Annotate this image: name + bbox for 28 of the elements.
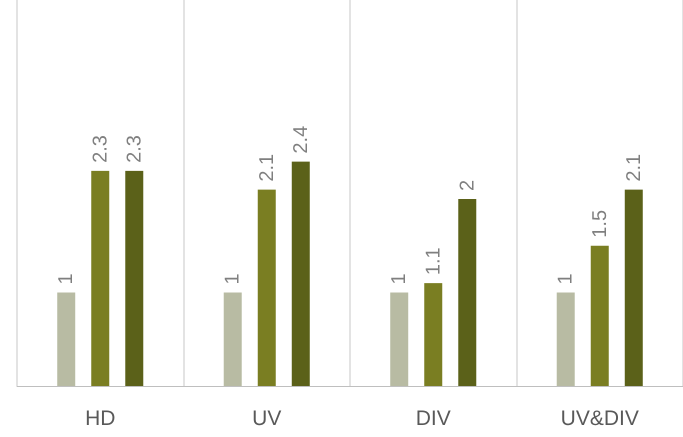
- bar: [590, 246, 609, 386]
- data-label: 1: [55, 273, 78, 284]
- data-label: 2.1: [256, 154, 278, 182]
- data-label: 1.1: [422, 247, 444, 276]
- bar: [424, 283, 442, 386]
- data-label: 2.3: [89, 135, 112, 163]
- bar: [292, 162, 310, 386]
- data-label: 1.5: [588, 210, 611, 238]
- x-tick-label: UV&DIV: [560, 407, 639, 430]
- bar: [458, 198, 476, 386]
- data-label: 2.4: [290, 126, 312, 154]
- bar: [57, 292, 76, 386]
- bar: [224, 292, 242, 386]
- x-tick-label: UV: [252, 407, 282, 430]
- x-tick-label: HD: [85, 407, 116, 430]
- bar: [125, 170, 144, 386]
- bar: [390, 292, 408, 386]
- data-label: 1: [222, 273, 244, 284]
- data-label: 1: [554, 273, 577, 284]
- x-tick-label: DIV: [416, 407, 451, 430]
- bar: [258, 190, 276, 386]
- data-label: 2.3: [123, 135, 146, 163]
- bar: [91, 170, 110, 386]
- data-label: 2: [456, 180, 478, 191]
- bar: [556, 292, 575, 386]
- data-label: 2.1: [622, 154, 645, 182]
- data-label: 1: [388, 273, 410, 284]
- bar: [624, 190, 643, 386]
